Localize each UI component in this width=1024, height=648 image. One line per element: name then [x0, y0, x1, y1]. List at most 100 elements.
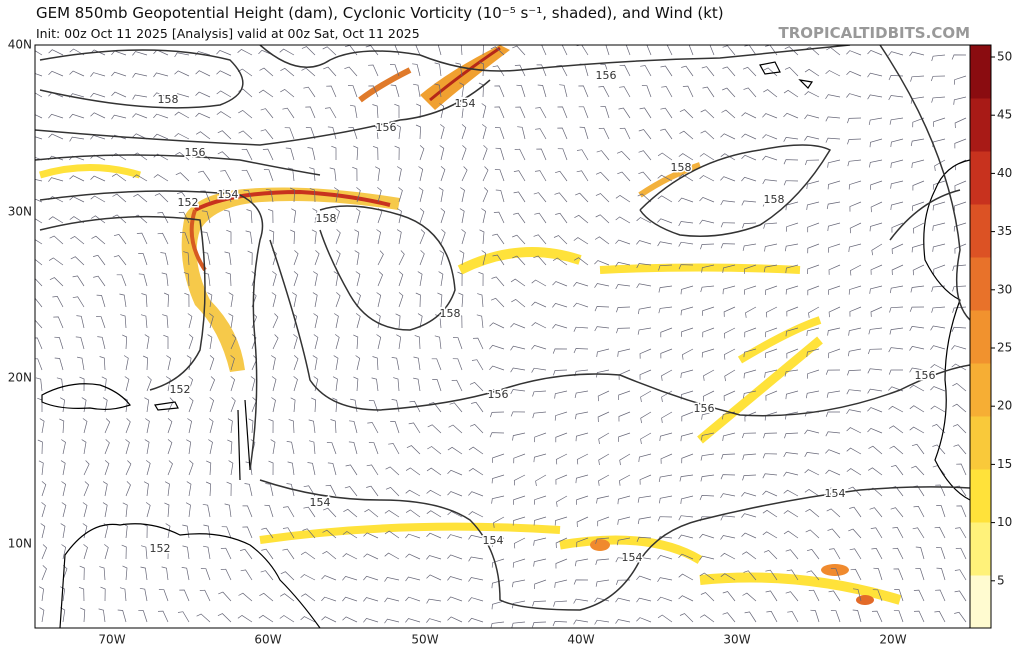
wind-barb — [785, 327, 799, 337]
wind-barb — [575, 411, 589, 420]
wind-barb — [35, 297, 43, 308]
wind-barb — [597, 411, 610, 423]
wind-barb — [847, 117, 862, 124]
wind-barb — [313, 271, 318, 287]
wind-barb — [82, 502, 88, 518]
wind-barb — [625, 45, 631, 56]
wind-barb — [806, 327, 820, 336]
wind-barb — [221, 526, 232, 539]
wind-barb — [931, 306, 946, 313]
wind-barb — [889, 306, 904, 313]
wind-barb — [468, 597, 484, 602]
wind-barb — [512, 45, 526, 56]
wind-barb — [554, 516, 568, 526]
wind-barb — [263, 169, 274, 182]
wind-barb — [200, 568, 211, 581]
wind-barb — [784, 46, 799, 56]
wind-barb — [312, 292, 318, 308]
wind-barb — [440, 229, 446, 245]
wind-barb — [573, 281, 589, 287]
wind-barb — [952, 264, 967, 271]
wind-barb — [743, 570, 757, 581]
wind-barb — [132, 51, 148, 56]
wind-barb — [849, 548, 862, 560]
wind-barb — [828, 590, 841, 602]
wind-barb — [305, 127, 316, 140]
colorbar-label: 20 — [997, 399, 1012, 413]
wind-barb — [598, 453, 610, 466]
wind-barb — [933, 117, 946, 127]
wind-barb — [804, 452, 820, 457]
wind-barb — [41, 565, 47, 581]
wind-barb — [90, 154, 106, 161]
wind-barb — [679, 613, 694, 623]
wind-barb — [377, 271, 384, 287]
wind-barb — [722, 432, 736, 441]
wind-barb — [659, 432, 673, 442]
wind-barb — [909, 346, 925, 351]
wind-barb — [867, 348, 883, 355]
wind-barb — [743, 390, 757, 399]
wind-barb — [573, 598, 589, 604]
wind-barb — [258, 49, 274, 56]
wind-barb — [69, 136, 85, 142]
wind-barb — [890, 138, 904, 148]
wind-barb — [38, 460, 44, 476]
wind-barb — [723, 306, 736, 317]
wind-barb — [321, 575, 337, 581]
wind-barb — [764, 369, 778, 378]
wind-barb — [638, 129, 652, 140]
wind-barb — [764, 243, 778, 252]
wind-barb — [227, 439, 233, 455]
wind-barb — [678, 515, 694, 521]
wind-barb — [679, 474, 694, 482]
wind-barb — [555, 212, 568, 224]
wind-barb — [394, 145, 400, 161]
wind-barb — [955, 527, 967, 539]
wind-barb — [605, 45, 610, 56]
wind-barb — [804, 68, 820, 77]
wind-barb — [510, 367, 526, 373]
wind-barb — [154, 193, 169, 203]
wind-barb — [286, 441, 295, 455]
wind-barb — [640, 65, 652, 77]
wind-barb — [700, 109, 715, 119]
wind-barb — [723, 327, 736, 339]
wind-barb — [636, 283, 652, 289]
wind-barb — [35, 258, 43, 266]
wind-barb — [783, 452, 799, 458]
wind-barb — [783, 89, 799, 98]
wind-barb — [125, 481, 131, 497]
colorbar-label: 45 — [997, 108, 1012, 122]
wind-barb — [384, 577, 400, 582]
wind-barb — [356, 187, 361, 203]
wind-barb — [440, 124, 445, 140]
wind-barb — [104, 439, 110, 455]
wind-barb — [721, 109, 736, 119]
wind-barb — [742, 243, 757, 251]
wind-barb — [153, 92, 169, 98]
wind-barb — [720, 474, 736, 480]
contour-label: 154 — [455, 97, 476, 110]
wind-barb — [953, 75, 967, 85]
wind-barb — [657, 152, 673, 161]
wind-barb — [321, 596, 337, 602]
wind-barb — [765, 590, 778, 602]
wind-barb — [678, 553, 694, 560]
wind-barb — [825, 449, 841, 455]
wind-barb — [238, 130, 253, 140]
wind-barb — [763, 89, 778, 98]
wind-barb — [765, 390, 778, 401]
wind-barb — [891, 222, 904, 233]
wind-barb — [90, 195, 106, 203]
wind-barb — [490, 621, 505, 628]
wind-barb — [808, 306, 820, 318]
wind-barb — [308, 419, 316, 434]
wind-barb — [701, 306, 715, 316]
wind-barb — [596, 150, 610, 161]
wind-barb — [99, 566, 106, 581]
wind-barb — [574, 257, 589, 266]
wind-barb — [636, 240, 652, 245]
wind-barb — [784, 432, 799, 439]
wind-barb — [660, 453, 673, 464]
